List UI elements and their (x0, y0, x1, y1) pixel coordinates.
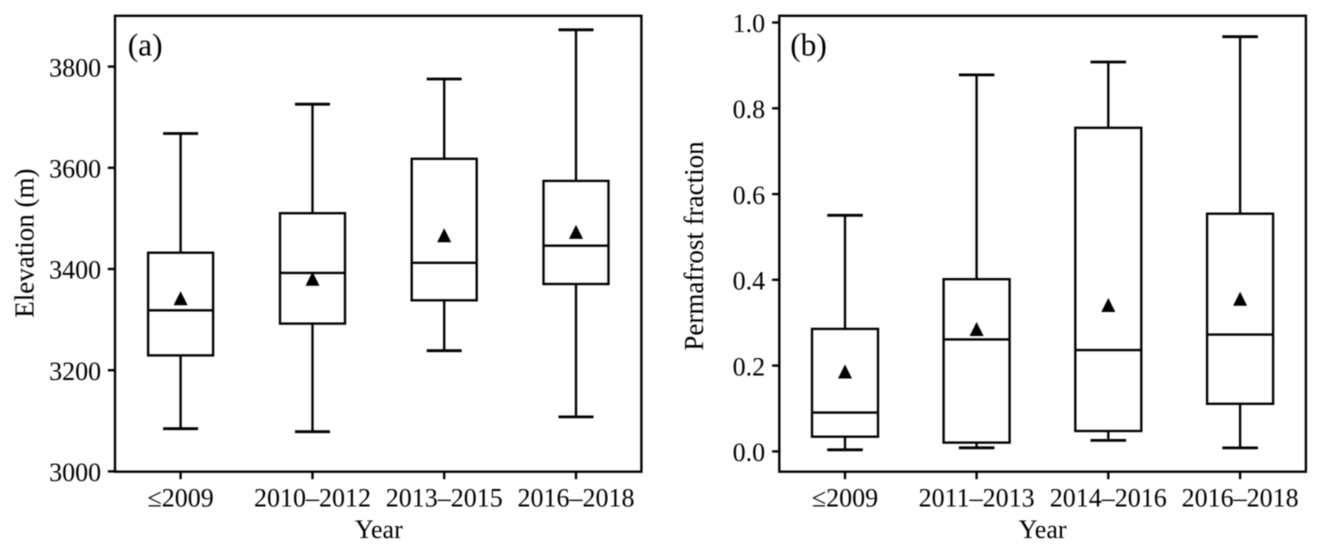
svg-text:(b): (b) (790, 28, 827, 63)
svg-text:1.0: 1.0 (733, 9, 766, 38)
svg-text:3200: 3200 (49, 357, 101, 386)
svg-text:0.2: 0.2 (733, 352, 766, 381)
svg-text:2011–2013: 2011–2013 (919, 483, 1035, 512)
svg-text:3000: 3000 (49, 458, 101, 487)
svg-text:Year: Year (1019, 515, 1067, 544)
svg-text:3800: 3800 (49, 53, 101, 82)
svg-text:≤2009: ≤2009 (812, 483, 878, 512)
svg-text:Elevation (m): Elevation (m) (9, 168, 39, 317)
svg-text:2016–2018: 2016–2018 (518, 483, 635, 512)
svg-text:3400: 3400 (49, 256, 101, 285)
svg-text:Year: Year (355, 515, 403, 544)
svg-text:2014–2016: 2014–2016 (1050, 483, 1167, 512)
svg-text:Permafrost fraction: Permafrost fraction (679, 141, 709, 351)
svg-text:0.4: 0.4 (733, 267, 766, 296)
svg-text:0.0: 0.0 (733, 438, 766, 467)
svg-text:2013–2015: 2013–2015 (386, 483, 503, 512)
svg-text:2010–2012: 2010–2012 (254, 483, 371, 512)
svg-text:3600: 3600 (49, 155, 101, 184)
svg-text:0.6: 0.6 (733, 181, 766, 210)
svg-text:2016–2018: 2016–2018 (1182, 483, 1299, 512)
svg-text:≤2009: ≤2009 (147, 483, 213, 512)
svg-text:(a): (a) (128, 28, 163, 63)
svg-text:0.8: 0.8 (733, 95, 766, 124)
